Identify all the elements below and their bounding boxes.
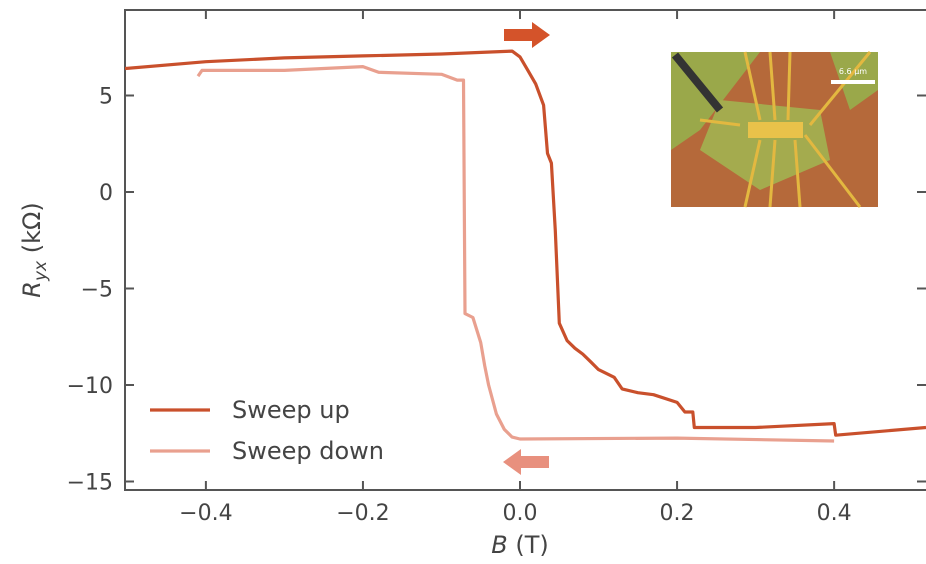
- x-axis-label: B (T): [491, 531, 548, 559]
- sweep-up-arrow: [504, 22, 550, 48]
- plot-area: [125, 49, 926, 443]
- y-tick-label: −15: [67, 471, 113, 496]
- x-tick-label: 0.0: [503, 501, 538, 526]
- inset-image: 6.6 μm: [671, 51, 878, 208]
- legend-label: Sweep up: [232, 396, 350, 424]
- y-tick-label: 5: [99, 85, 113, 110]
- y-tick-label: −5: [81, 278, 113, 303]
- data-line: [196, 65, 835, 443]
- y-axis-label: Ryx (kΩ): [18, 202, 51, 297]
- y-tick-label: −10: [67, 374, 113, 399]
- plot-frame: [124, 9, 926, 491]
- sweep-down-arrow: [503, 449, 549, 475]
- x-tick-label: −0.2: [336, 501, 389, 526]
- legend-label: Sweep down: [232, 437, 384, 465]
- x-tick-label: 0.4: [817, 501, 852, 526]
- data-line: [125, 49, 926, 437]
- x-tick-label: 0.2: [660, 501, 695, 526]
- x-tick-label: −0.4: [179, 501, 232, 526]
- inset-scale-label: 6.6 μm: [839, 67, 867, 76]
- y-tick-label: 0: [99, 181, 113, 206]
